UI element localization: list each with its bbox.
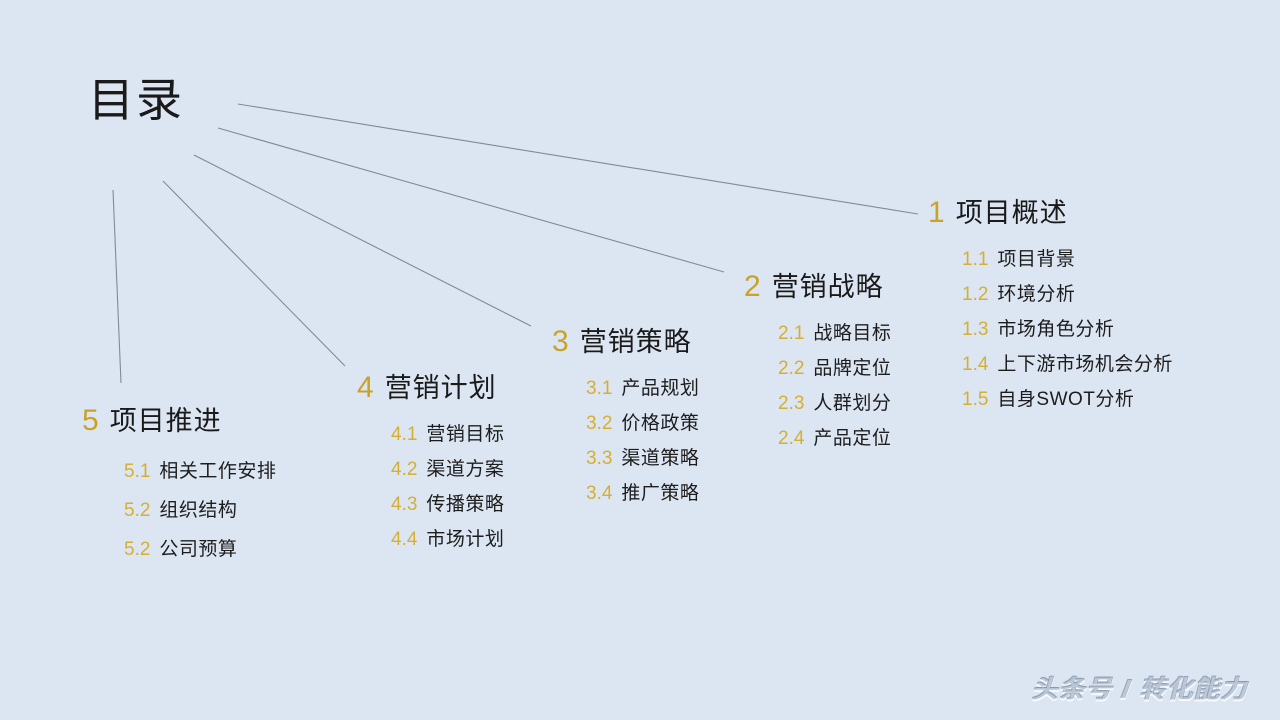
page-title: 目录 — [88, 74, 184, 126]
list-item[interactable]: 3.2 价格政策 — [586, 414, 699, 433]
sub-item-label: 渠道策略 — [621, 448, 700, 469]
section-header[interactable]: 5 项目推进 — [82, 406, 276, 436]
section-number: 3 — [552, 325, 569, 358]
watermark: 头条号 / 转化能力 — [1032, 676, 1248, 704]
section-number: 2 — [744, 270, 761, 303]
sub-item-label: 公司预算 — [159, 539, 238, 560]
sub-item-label: 营销目标 — [426, 424, 505, 445]
sub-item-label: 组织结构 — [159, 500, 238, 521]
sub-item-label: 产品定位 — [813, 428, 892, 449]
list-item[interactable]: 1.5 自身SWOT分析 — [962, 390, 1173, 409]
sub-item-number: 4.4 — [391, 529, 418, 550]
section-sub-list: 5.1 相关工作安排 5.2 组织结构 5.2 公司预算 — [124, 462, 276, 559]
sub-item-number: 2.1 — [778, 323, 805, 344]
sub-item-label: 相关工作安排 — [159, 461, 277, 482]
list-item[interactable]: 4.1 营销目标 — [391, 425, 504, 444]
toc-section-3[interactable]: 3 营销策略 3.1 产品规划 3.2 价格政策 3.3 渠道策略 3.4 推广… — [552, 327, 699, 504]
sub-item-label: 价格政策 — [621, 413, 700, 434]
sub-item-label: 人群划分 — [813, 393, 892, 414]
toc-section-1[interactable]: 1 项目概述 1.1 项目背景 1.2 环境分析 1.3 市场角色分析 1.4 … — [928, 198, 1173, 410]
section-title: 营销计划 — [384, 373, 497, 403]
list-item[interactable]: 2.4 产品定位 — [778, 429, 891, 448]
list-item[interactable]: 3.1 产品规划 — [586, 379, 699, 398]
sub-item-label: 品牌定位 — [813, 358, 892, 379]
connector-line-2 — [217, 127, 725, 273]
sub-item-label: 渠道方案 — [426, 459, 505, 480]
list-item[interactable]: 1.1 项目背景 — [962, 250, 1173, 269]
sub-item-label: 市场计划 — [426, 529, 505, 550]
toc-section-4[interactable]: 4 营销计划 4.1 营销目标 4.2 渠道方案 4.3 传播策略 4.4 市场… — [357, 373, 504, 550]
section-title: 营销战略 — [771, 272, 884, 302]
sub-item-label: 推广策略 — [621, 483, 700, 504]
sub-item-number: 1.1 — [962, 249, 989, 270]
section-header[interactable]: 2 营销战略 — [744, 272, 891, 302]
list-item[interactable]: 2.3 人群划分 — [778, 394, 891, 413]
section-number: 5 — [82, 404, 99, 437]
sub-item-number: 3.2 — [586, 413, 613, 434]
sub-item-label: 环境分析 — [997, 284, 1076, 305]
list-item[interactable]: 4.4 市场计划 — [391, 530, 504, 549]
sub-item-number: 3.3 — [586, 448, 613, 469]
section-header[interactable]: 3 营销策略 — [552, 327, 699, 357]
toc-section-2[interactable]: 2 营销战略 2.1 战略目标 2.2 品牌定位 2.3 人群划分 2.4 产品… — [744, 272, 891, 449]
section-sub-list: 2.1 战略目标 2.2 品牌定位 2.3 人群划分 2.4 产品定位 — [778, 324, 891, 448]
list-item[interactable]: 3.4 推广策略 — [586, 484, 699, 503]
list-item[interactable]: 5.2 公司预算 — [124, 540, 276, 559]
sub-item-label: 传播策略 — [426, 494, 505, 515]
list-item[interactable]: 3.3 渠道策略 — [586, 449, 699, 468]
list-item[interactable]: 4.3 传播策略 — [391, 495, 504, 514]
list-item[interactable]: 2.1 战略目标 — [778, 324, 891, 343]
list-item[interactable]: 1.2 环境分析 — [962, 285, 1173, 304]
list-item[interactable]: 4.2 渠道方案 — [391, 460, 504, 479]
section-title: 项目推进 — [109, 406, 222, 436]
sub-item-number: 4.1 — [391, 424, 418, 445]
section-sub-list: 3.1 产品规划 3.2 价格政策 3.3 渠道策略 3.4 推广策略 — [586, 379, 699, 503]
sub-item-number: 1.4 — [962, 354, 989, 375]
sub-item-number: 2.4 — [778, 428, 805, 449]
sub-item-label: 自身SWOT分析 — [997, 389, 1135, 410]
toc-section-5[interactable]: 5 项目推进 5.1 相关工作安排 5.2 组织结构 5.2 公司预算 — [82, 406, 276, 560]
sub-item-label: 战略目标 — [813, 323, 892, 344]
section-header[interactable]: 4 营销计划 — [357, 373, 504, 403]
sub-item-number: 1.2 — [962, 284, 989, 305]
sub-item-number: 1.5 — [962, 389, 989, 410]
list-item[interactable]: 2.2 品牌定位 — [778, 359, 891, 378]
connector-line-5 — [112, 189, 122, 384]
sub-item-label: 产品规划 — [621, 378, 700, 399]
list-item[interactable]: 5.1 相关工作安排 — [124, 462, 276, 481]
sub-item-number: 3.1 — [586, 378, 613, 399]
sub-item-number: 3.4 — [586, 483, 613, 504]
sub-item-number: 1.3 — [962, 319, 989, 340]
section-number: 4 — [357, 371, 374, 404]
sub-item-number: 4.3 — [391, 494, 418, 515]
sub-item-label: 上下游市场机会分析 — [997, 354, 1173, 375]
sub-item-number: 4.2 — [391, 459, 418, 480]
sub-item-label: 市场角色分析 — [997, 319, 1115, 340]
connector-line-3 — [193, 154, 532, 327]
sub-item-label: 项目背景 — [997, 249, 1076, 270]
sub-item-number: 2.3 — [778, 393, 805, 414]
list-item[interactable]: 1.4 上下游市场机会分析 — [962, 355, 1173, 374]
section-sub-list: 1.1 项目背景 1.2 环境分析 1.3 市场角色分析 1.4 上下游市场机会… — [962, 250, 1173, 409]
section-title: 营销策略 — [579, 327, 692, 357]
connector-line-1 — [237, 103, 919, 215]
section-title: 项目概述 — [955, 198, 1068, 228]
section-number: 1 — [928, 196, 945, 229]
section-sub-list: 4.1 营销目标 4.2 渠道方案 4.3 传播策略 4.4 市场计划 — [391, 425, 504, 549]
list-item[interactable]: 1.3 市场角色分析 — [962, 320, 1173, 339]
sub-item-number: 5.2 — [124, 539, 151, 560]
sub-item-number: 2.2 — [778, 358, 805, 379]
list-item[interactable]: 5.2 组织结构 — [124, 501, 276, 520]
connector-line-4 — [162, 180, 346, 367]
section-header[interactable]: 1 项目概述 — [928, 198, 1173, 228]
sub-item-number: 5.2 — [124, 500, 151, 521]
sub-item-number: 5.1 — [124, 461, 151, 482]
